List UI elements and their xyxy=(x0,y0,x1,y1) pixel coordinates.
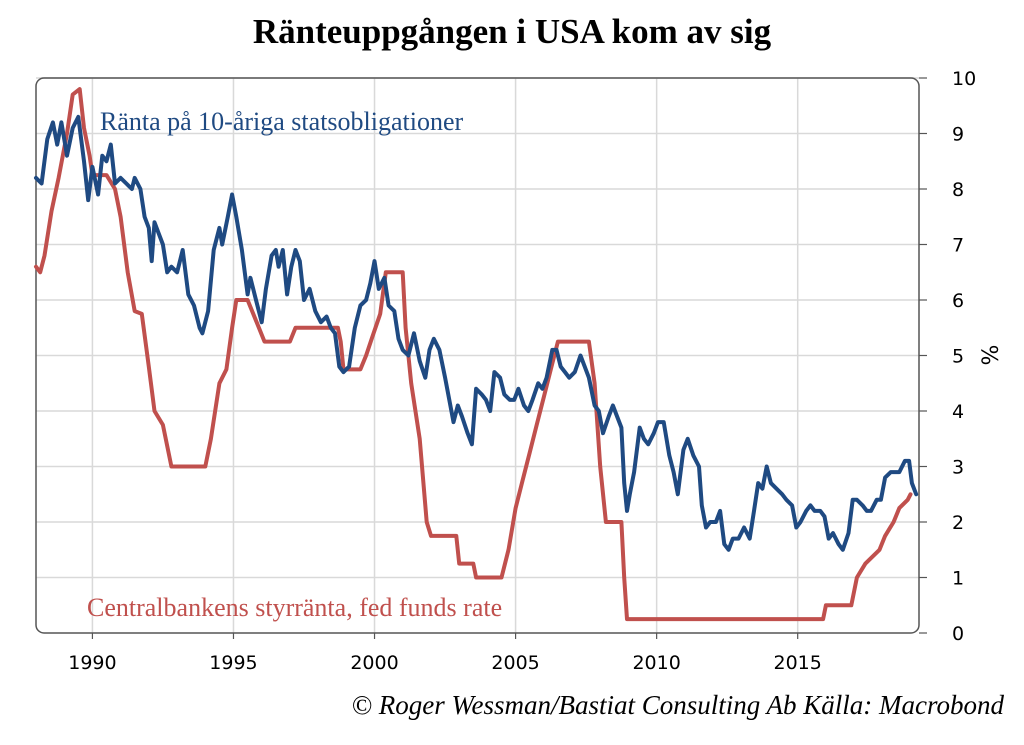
series-label-fed-funds: Centralbankens styrränta, fed funds rate xyxy=(87,593,502,622)
x-tick-label: 2015 xyxy=(774,652,822,674)
y-tick-label: 1 xyxy=(952,568,964,590)
x-tick-label: 2005 xyxy=(491,652,539,674)
y-axis-label: % xyxy=(979,345,1004,366)
x-tick-label: 2000 xyxy=(350,652,398,674)
series-line-treasury-10y xyxy=(34,114,919,552)
grid-lines xyxy=(36,77,919,633)
y-tick-label: 10 xyxy=(952,68,976,90)
series-layer xyxy=(34,87,919,622)
y-tick-label: 2 xyxy=(952,512,964,534)
x-axis-ticks: 1990 1995 2000 2005 2010 2015 xyxy=(68,633,822,674)
y-tick-label: 8 xyxy=(952,179,964,201)
series-label-treasury-10y: Ränta på 10-åriga statsobligationer xyxy=(100,107,464,136)
y-tick-label: 3 xyxy=(952,457,964,479)
chart-title: Ränteuppgången i USA kom av sig xyxy=(252,12,772,51)
y-tick-label: 4 xyxy=(952,401,964,423)
x-tick-label: 1990 xyxy=(68,652,116,674)
x-tick-label: 2010 xyxy=(632,652,680,674)
y-axis-ticks: 0 1 2 3 4 5 6 7 8 9 10 xyxy=(919,68,976,645)
y-tick-label: 7 xyxy=(952,235,964,257)
x-tick-label: 1995 xyxy=(209,652,257,674)
footer-source-credit: © Roger Wessman/Bastiat Consulting Ab Kä… xyxy=(351,690,1004,720)
y-tick-label: 6 xyxy=(952,290,964,312)
series-line-fed-funds xyxy=(34,87,913,622)
y-tick-label: 0 xyxy=(952,623,964,645)
y-tick-label: 9 xyxy=(952,124,964,146)
y-tick-label: 5 xyxy=(952,346,964,368)
